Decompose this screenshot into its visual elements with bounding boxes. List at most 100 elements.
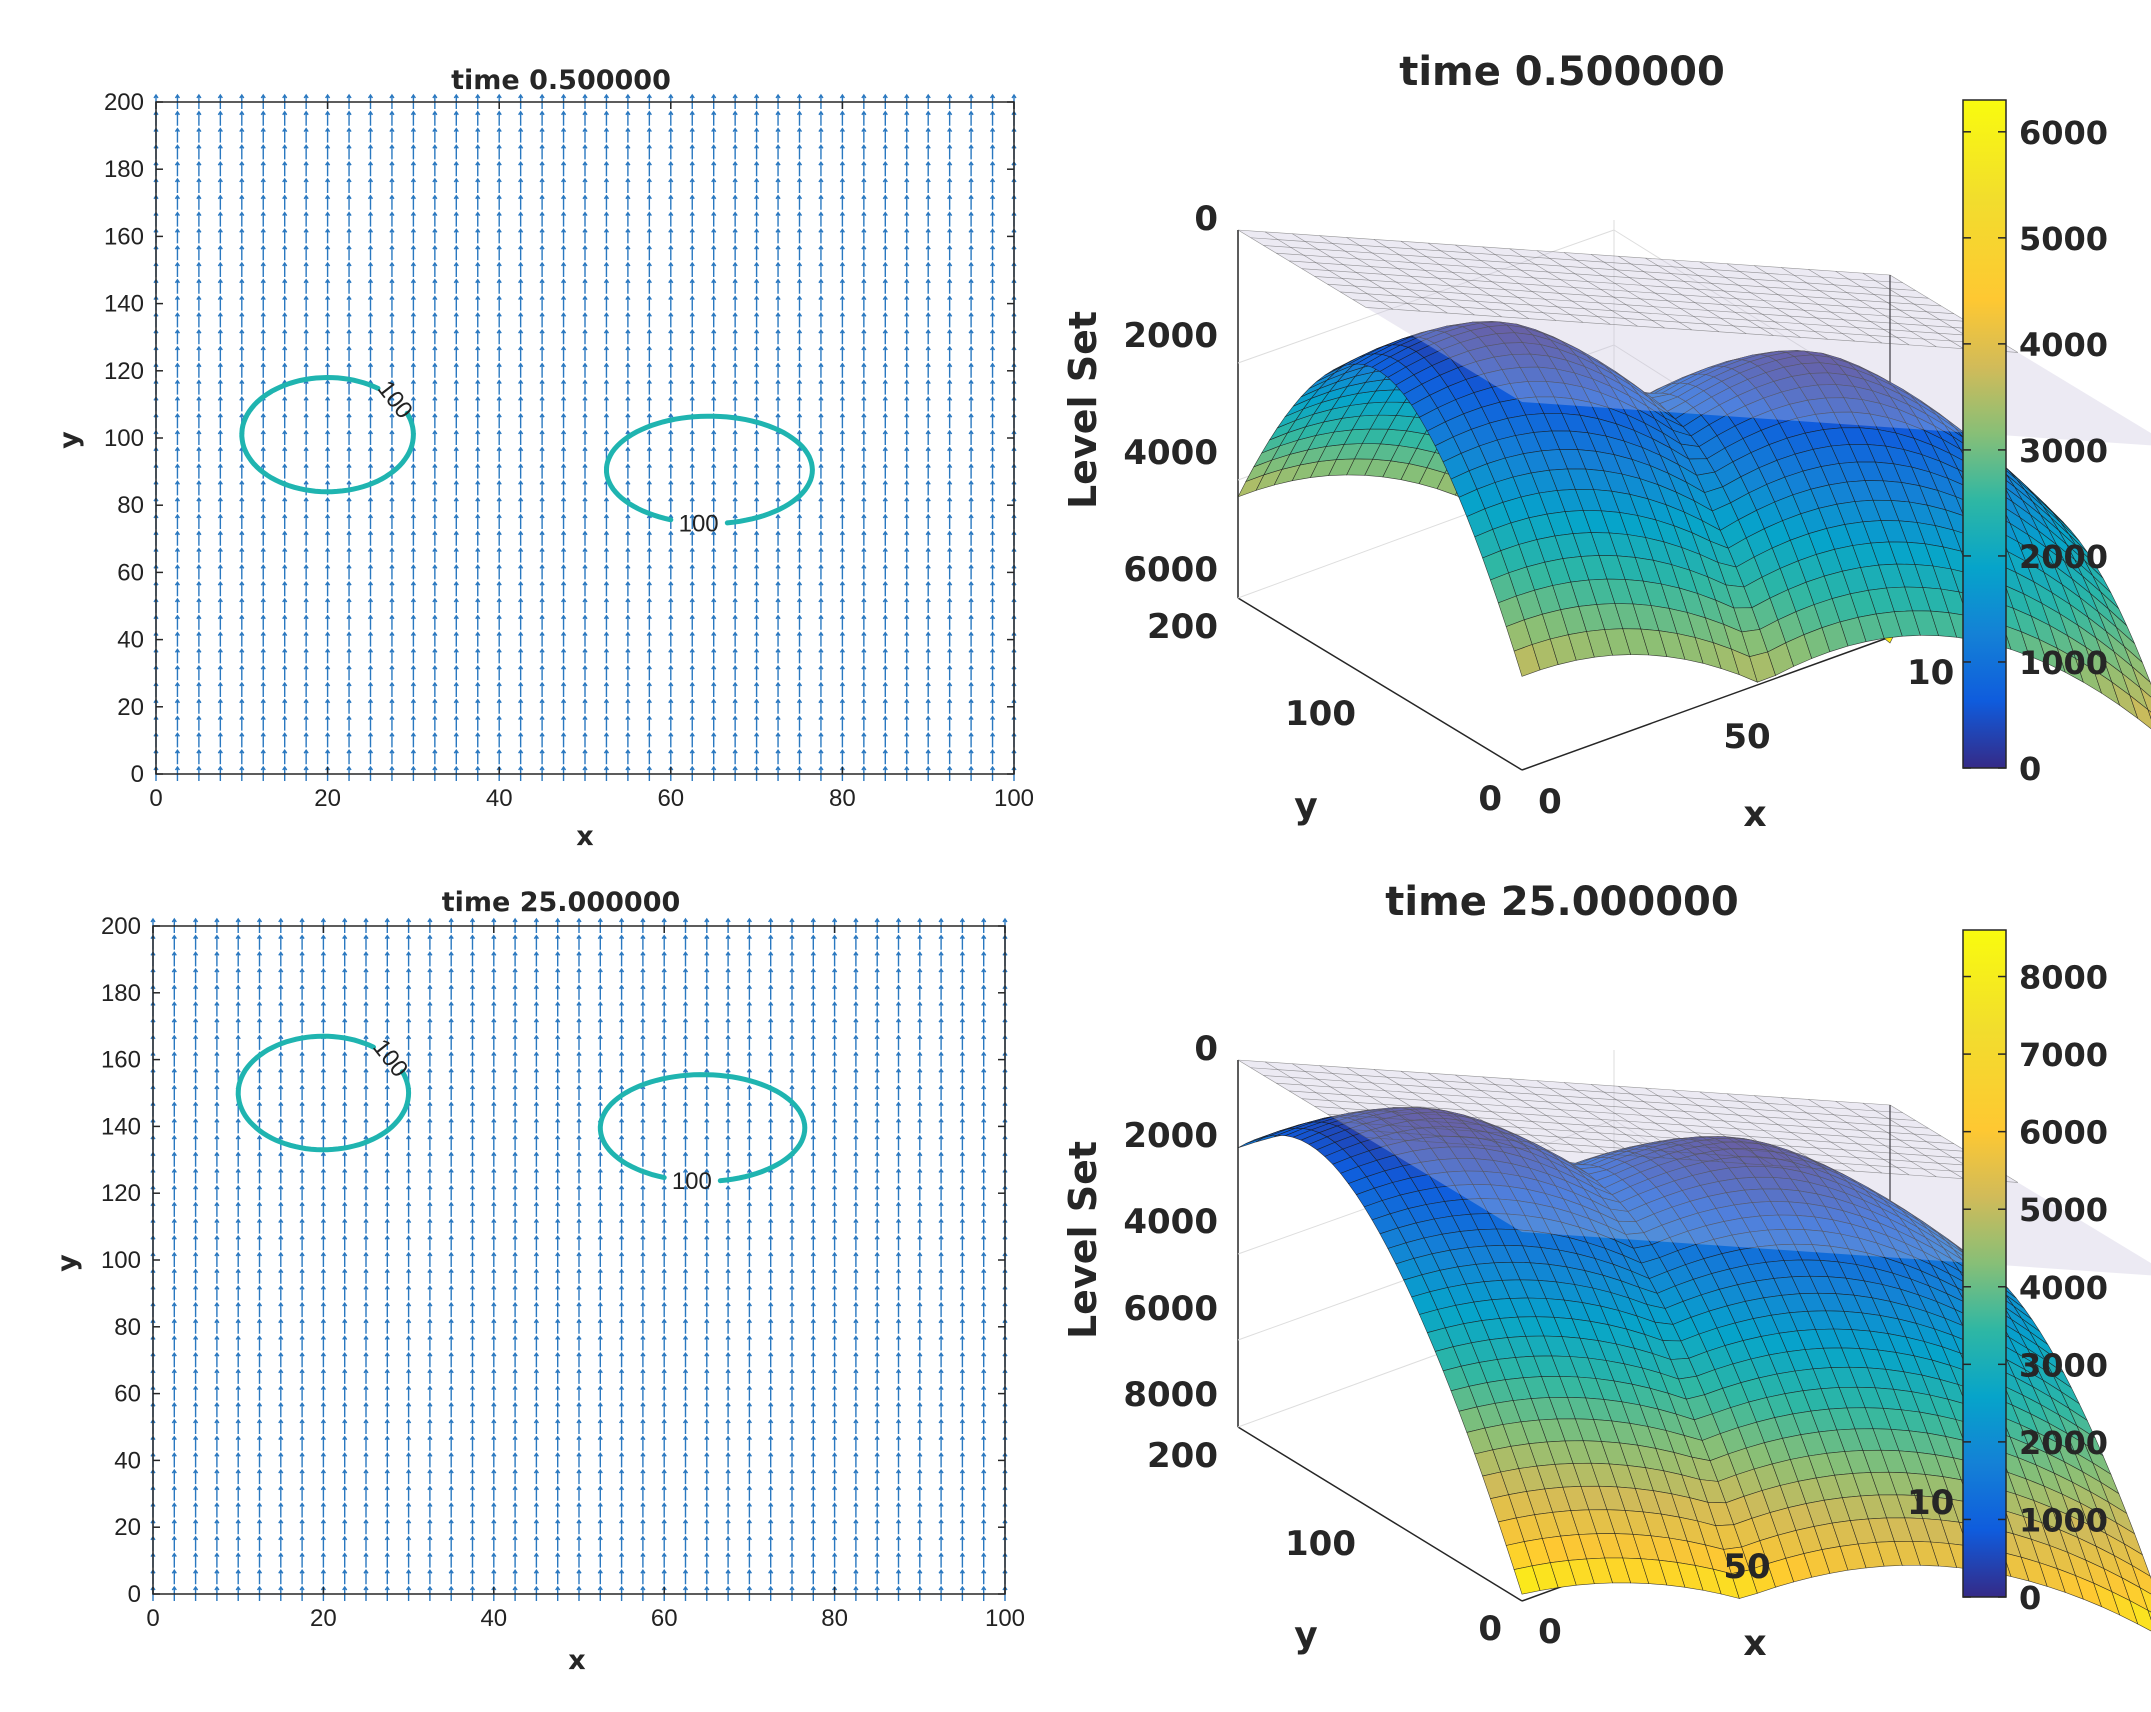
velocity-arrow — [320, 1518, 326, 1535]
velocity-arrow — [491, 984, 497, 1000]
velocity-arrow — [947, 345, 953, 361]
velocity-arrow — [217, 177, 223, 193]
velocity-arrow — [861, 480, 867, 496]
velocity-arrow — [661, 1468, 667, 1485]
velocity-arrow — [193, 1235, 199, 1251]
velocity-arrow — [217, 261, 223, 277]
velocity-arrow — [810, 1151, 816, 1167]
velocity-arrow — [882, 244, 888, 261]
velocity-arrow — [539, 513, 545, 529]
velocity-arrow — [989, 278, 996, 294]
velocity-arrow — [453, 580, 459, 597]
velocity-arrow — [448, 1301, 454, 1318]
velocity-arrow — [582, 732, 588, 748]
velocity-arrow — [711, 177, 717, 193]
velocity-arrow — [406, 1151, 412, 1167]
velocity-arrow — [597, 1435, 603, 1451]
velocity-arrow — [661, 1034, 667, 1050]
velocity-arrow — [874, 1518, 880, 1535]
velocity-arrow — [853, 1351, 859, 1368]
velocity-arrow — [925, 345, 931, 361]
velocity-arrow — [882, 127, 888, 143]
velocity-arrow — [861, 362, 867, 378]
velocity-arrow — [768, 1168, 774, 1184]
velocity-arrow — [342, 1569, 348, 1585]
velocity-arrow — [560, 160, 567, 177]
velocity-arrow — [367, 228, 374, 244]
velocity-arrow — [235, 1435, 241, 1451]
velocity-arrow — [959, 1301, 965, 1318]
velocity-arrow — [839, 463, 845, 479]
velocity-arrow — [874, 1068, 880, 1084]
velocity-arrow — [668, 211, 674, 227]
velocity-arrow — [582, 328, 588, 345]
velocity-arrow — [597, 1001, 603, 1017]
y-tick-label: 60 — [117, 559, 144, 586]
velocity-arrow — [640, 1101, 646, 1117]
velocity-arrow — [342, 1268, 348, 1284]
velocity-arrow — [746, 951, 752, 967]
velocity-arrow — [818, 194, 824, 210]
velocity-arrow — [282, 429, 288, 445]
velocity-arrow — [861, 580, 867, 597]
velocity-arrow — [303, 160, 309, 177]
velocity-arrow — [775, 614, 781, 630]
velocity-arrow — [818, 564, 824, 580]
velocity-arrow — [346, 127, 352, 143]
velocity-arrow — [746, 1084, 752, 1100]
velocity-arrow — [560, 295, 567, 311]
velocity-arrow — [981, 1235, 987, 1251]
velocity-arrow — [325, 530, 331, 546]
velocity-arrow — [278, 1251, 284, 1267]
velocity-arrow — [989, 530, 996, 546]
velocity-arrow — [533, 1301, 539, 1318]
velocity-arrow — [533, 934, 539, 950]
velocity-arrow — [874, 1535, 880, 1551]
velocity-arrow — [904, 295, 910, 311]
velocity-arrow — [448, 1001, 454, 1017]
velocity-arrow — [475, 748, 481, 765]
velocity-arrow — [196, 530, 202, 546]
velocity-arrow — [768, 1368, 774, 1384]
velocity-arrow — [989, 362, 996, 378]
quiver-2-xlabel: x — [568, 1645, 585, 1676]
velocity-arrow — [796, 446, 803, 462]
velocity-arrow — [768, 967, 774, 984]
velocity-arrow — [682, 1251, 689, 1267]
velocity-arrow — [555, 1301, 561, 1318]
velocity-arrow — [989, 580, 996, 597]
velocity-arrow — [193, 1351, 199, 1368]
velocity-arrow — [193, 967, 199, 984]
quiver-2-arrows — [150, 917, 1008, 1601]
velocity-arrow — [938, 1268, 944, 1284]
velocity-arrow — [346, 446, 352, 462]
velocity-arrow — [981, 1084, 987, 1100]
velocity-arrow — [320, 1385, 326, 1401]
velocity-arrow — [832, 1168, 838, 1184]
velocity-arrow — [832, 1318, 838, 1334]
velocity-arrow — [303, 244, 309, 261]
velocity-arrow — [320, 1552, 326, 1568]
velocity-arrow — [603, 194, 610, 210]
velocity-arrow — [582, 547, 588, 563]
velocity-arrow — [453, 648, 459, 664]
velocity-arrow — [689, 261, 695, 277]
velocity-arrow — [925, 429, 931, 445]
velocity-arrow — [196, 614, 202, 630]
velocity-arrow — [196, 362, 202, 378]
velocity-arrow — [512, 951, 518, 967]
velocity-arrow — [725, 1051, 731, 1067]
velocity-arrow — [432, 698, 438, 714]
velocity-arrow — [539, 244, 545, 261]
velocity-arrow — [475, 648, 481, 664]
velocity-arrow — [576, 1101, 582, 1117]
velocity-arrow — [496, 211, 502, 227]
velocity-arrow — [796, 396, 803, 412]
velocity-arrow — [603, 496, 610, 513]
velocity-arrow — [646, 328, 652, 345]
velocity-arrow — [299, 1452, 305, 1468]
velocity-arrow — [832, 1134, 838, 1151]
velocity-arrow — [410, 127, 416, 143]
velocity-arrow — [895, 1134, 902, 1151]
velocity-arrow — [603, 715, 610, 731]
